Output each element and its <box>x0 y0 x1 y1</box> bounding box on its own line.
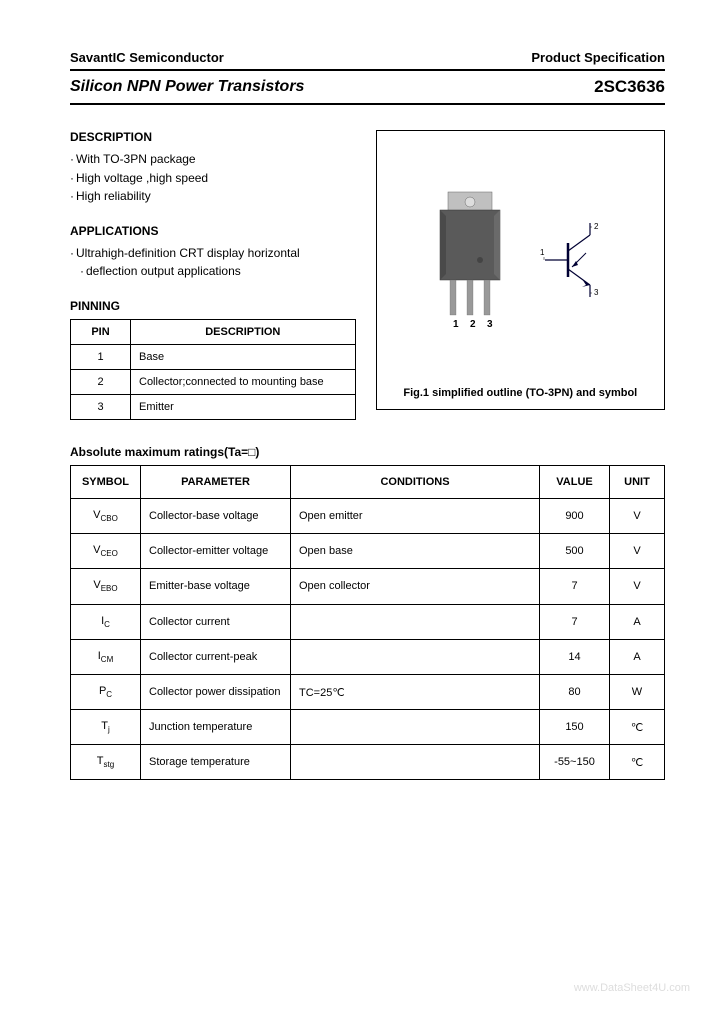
rating-value: 80 <box>540 674 610 709</box>
figure-caption: Fig.1 simplified outline (TO-3PN) and sy… <box>403 387 637 399</box>
rating-parameter: Collector-emitter voltage <box>141 534 291 569</box>
table-row: TstgStorage temperature -55~150℃ <box>71 745 665 780</box>
rating-unit: ℃ <box>610 710 665 745</box>
applications-heading: APPLICATIONS <box>70 224 356 238</box>
rating-symbol: VCBO <box>71 498 141 533</box>
applications-list: Ultrahigh-definition CRT display horizon… <box>70 244 356 281</box>
rating-parameter: Collector-base voltage <box>141 498 291 533</box>
figure-box: 1 2 3 1 2 <box>376 130 665 410</box>
table-row: 2 Collector;connected to mounting base <box>71 369 356 394</box>
ratings-heading: Absolute maximum ratings(Ta=□) <box>70 445 665 459</box>
rating-symbol: VEBO <box>71 569 141 604</box>
pin-desc: Collector;connected to mounting base <box>131 369 356 394</box>
svg-text:2: 2 <box>470 319 476 330</box>
package-outline-icon: 1 2 3 <box>430 190 510 330</box>
rating-symbol: PC <box>71 674 141 709</box>
svg-text:3: 3 <box>594 288 599 297</box>
pinning-heading: PINNING <box>70 299 356 313</box>
description-list: With TO-3PN package High voltage ,high s… <box>70 150 356 206</box>
pin-number: 3 <box>71 394 131 419</box>
rating-unit: W <box>610 674 665 709</box>
rating-value: 900 <box>540 498 610 533</box>
rating-unit: A <box>610 639 665 674</box>
rating-symbol: VCEO <box>71 534 141 569</box>
rating-value: -55~150 <box>540 745 610 780</box>
table-row: 1 Base <box>71 344 356 369</box>
pin-desc-header: DESCRIPTION <box>131 319 356 344</box>
rating-parameter: Collector current <box>141 604 291 639</box>
col-value: VALUE <box>540 465 610 498</box>
product-category: Silicon NPN Power Transistors <box>70 78 304 96</box>
rating-unit: A <box>610 604 665 639</box>
rating-unit: V <box>610 534 665 569</box>
pin-desc: Base <box>131 344 356 369</box>
rating-symbol: Tstg <box>71 745 141 780</box>
rating-unit: ℃ <box>610 745 665 780</box>
rating-value: 14 <box>540 639 610 674</box>
rating-value: 7 <box>540 569 610 604</box>
pin-number: 1 <box>71 344 131 369</box>
app-item: Ultrahigh-definition CRT display horizon… <box>70 244 356 263</box>
rating-condition: TC=25℃ <box>291 674 540 709</box>
transistor-symbol-icon: 1 2 3 <box>540 215 610 305</box>
rating-condition <box>291 639 540 674</box>
col-parameter: PARAMETER <box>141 465 291 498</box>
rating-condition <box>291 604 540 639</box>
rating-symbol: Tj <box>71 710 141 745</box>
desc-item: High voltage ,high speed <box>70 169 356 188</box>
rating-symbol: ICM <box>71 639 141 674</box>
pin-number: 2 <box>71 369 131 394</box>
rating-parameter: Collector current-peak <box>141 639 291 674</box>
desc-item: With TO-3PN package <box>70 150 356 169</box>
rating-condition <box>291 745 540 780</box>
rating-parameter: Emitter-base voltage <box>141 569 291 604</box>
rating-condition: Open emitter <box>291 498 540 533</box>
header-row: SavantIC Semiconductor Product Specifica… <box>70 50 665 65</box>
rating-symbol: IC <box>71 604 141 639</box>
description-heading: DESCRIPTION <box>70 130 356 144</box>
col-conditions: CONDITIONS <box>291 465 540 498</box>
rating-parameter: Storage temperature <box>141 745 291 780</box>
ratings-table: SYMBOL PARAMETER CONDITIONS VALUE UNIT V… <box>70 465 665 781</box>
watermark-text: www.DataSheet4U.com <box>574 982 690 994</box>
rating-condition: Open collector <box>291 569 540 604</box>
table-row: PCCollector power dissipationTC=25℃80W <box>71 674 665 709</box>
rating-value: 150 <box>540 710 610 745</box>
pin-col-header: PIN <box>71 319 131 344</box>
col-symbol: SYMBOL <box>71 465 141 498</box>
pinning-table: PIN DESCRIPTION 1 Base 2 Collector;conne… <box>70 319 356 420</box>
rating-value: 7 <box>540 604 610 639</box>
svg-text:2: 2 <box>594 222 599 231</box>
rating-condition: Open base <box>291 534 540 569</box>
table-row: VCEOCollector-emitter voltageOpen base50… <box>71 534 665 569</box>
part-number: 2SC3636 <box>594 77 665 97</box>
rating-condition <box>291 710 540 745</box>
rating-value: 500 <box>540 534 610 569</box>
desc-item: High reliability <box>70 187 356 206</box>
table-row: VCBOCollector-base voltageOpen emitter90… <box>71 498 665 533</box>
rating-parameter: Collector power dissipation <box>141 674 291 709</box>
table-row: ICMCollector current-peak 14A <box>71 639 665 674</box>
table-row: TjJunction temperature 150℃ <box>71 710 665 745</box>
col-unit: UNIT <box>610 465 665 498</box>
table-row: 3 Emitter <box>71 394 356 419</box>
table-row: ICCollector current 7A <box>71 604 665 639</box>
app-item-cont: deflection output applications <box>70 262 356 281</box>
rating-unit: V <box>610 569 665 604</box>
svg-text:3: 3 <box>487 319 493 330</box>
rating-parameter: Junction temperature <box>141 710 291 745</box>
company-name: SavantIC Semiconductor <box>70 50 224 65</box>
table-row: VEBOEmitter-base voltageOpen collector7V <box>71 569 665 604</box>
title-bar: Silicon NPN Power Transistors 2SC3636 <box>70 69 665 105</box>
svg-text:1: 1 <box>540 248 545 257</box>
doc-type: Product Specification <box>531 50 665 65</box>
rating-unit: V <box>610 498 665 533</box>
svg-text:1: 1 <box>453 319 459 330</box>
pin-desc: Emitter <box>131 394 356 419</box>
